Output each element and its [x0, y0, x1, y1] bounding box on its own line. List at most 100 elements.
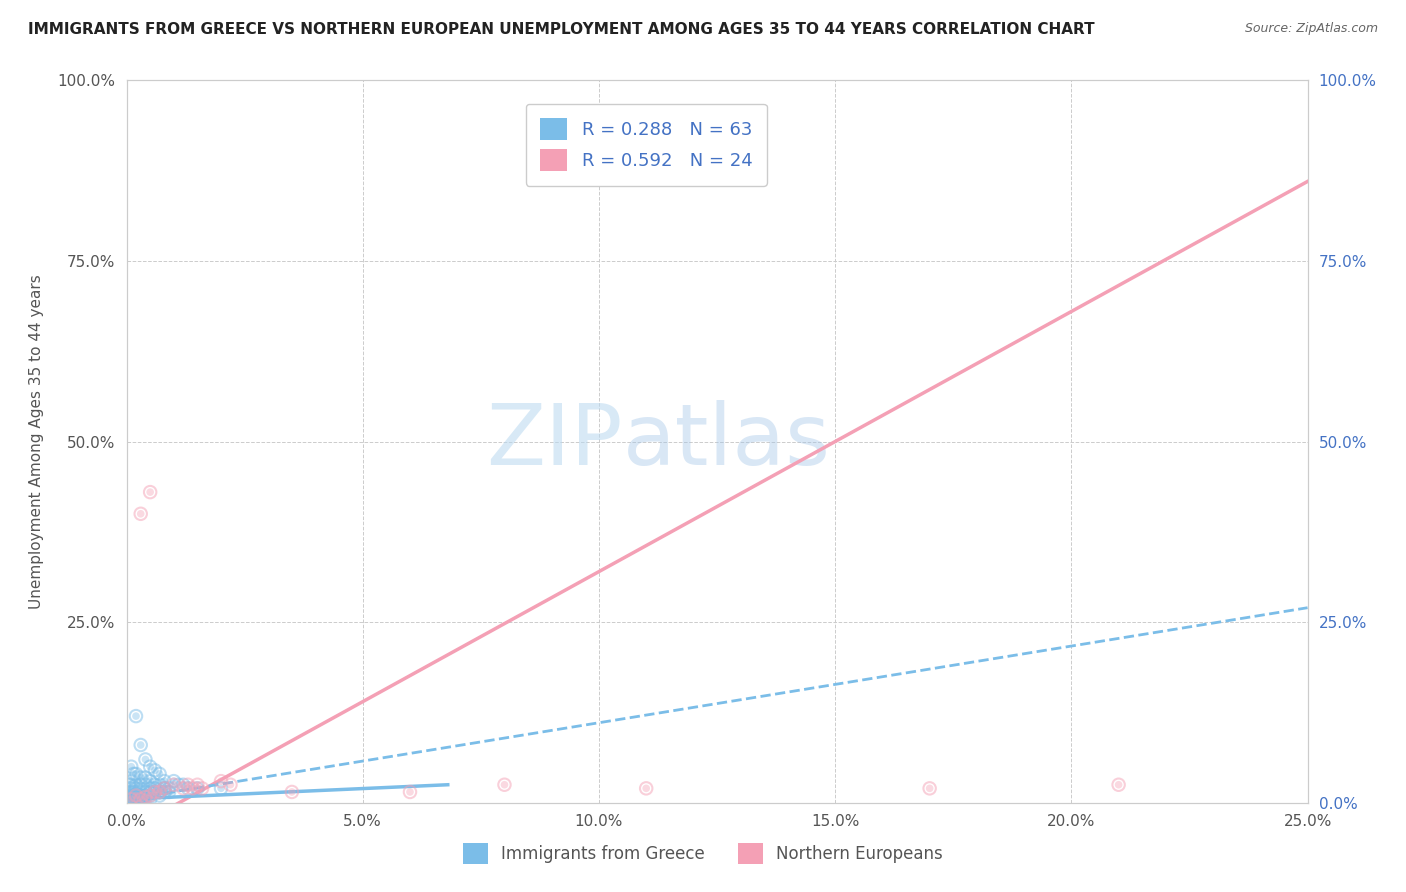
Point	[153, 781, 176, 796]
Point	[118, 792, 141, 806]
Point	[219, 778, 242, 792]
Point	[120, 760, 142, 774]
Point	[122, 767, 145, 781]
Point	[139, 781, 162, 796]
Point	[134, 752, 156, 766]
Point	[209, 774, 232, 789]
Point	[132, 792, 155, 806]
Point	[153, 781, 176, 796]
Point	[125, 792, 148, 806]
Point	[129, 785, 152, 799]
Point	[134, 785, 156, 799]
Point	[122, 785, 145, 799]
Point	[139, 774, 162, 789]
Point	[399, 785, 422, 799]
Point	[172, 778, 194, 792]
Point	[163, 778, 186, 792]
Point	[129, 738, 152, 752]
Point	[494, 778, 516, 792]
Point	[136, 792, 159, 806]
Point	[143, 785, 166, 799]
Point	[125, 792, 148, 806]
Point	[118, 790, 141, 805]
Point	[134, 790, 156, 805]
Point	[118, 785, 141, 799]
Point	[191, 781, 214, 796]
Point	[125, 790, 148, 805]
Point	[186, 781, 208, 796]
Point	[153, 781, 176, 796]
Point	[125, 709, 148, 723]
Point	[134, 790, 156, 805]
Point	[172, 781, 194, 796]
Point	[1108, 778, 1130, 792]
Legend: R = 0.288   N = 63, R = 0.592   N = 24: R = 0.288 N = 63, R = 0.592 N = 24	[526, 103, 766, 186]
Point	[143, 778, 166, 792]
Point	[177, 778, 200, 792]
Point	[157, 781, 180, 796]
Point	[118, 790, 141, 805]
Point	[120, 789, 142, 803]
Point	[149, 785, 172, 799]
Point	[153, 774, 176, 789]
Point	[181, 781, 204, 796]
Point	[129, 792, 152, 806]
Point	[125, 787, 148, 801]
Point	[120, 774, 142, 789]
Point	[149, 778, 172, 792]
Point	[120, 789, 142, 803]
Point	[143, 785, 166, 799]
Point	[127, 792, 149, 806]
Point	[186, 781, 208, 796]
Point	[118, 785, 141, 799]
Point	[125, 781, 148, 796]
Point	[399, 785, 422, 799]
Point	[120, 792, 142, 806]
Point	[129, 778, 152, 792]
Point	[153, 781, 176, 796]
Point	[172, 778, 194, 792]
Point	[149, 767, 172, 781]
Point	[134, 789, 156, 803]
Point	[129, 792, 152, 806]
Point	[219, 778, 242, 792]
Point	[139, 485, 162, 500]
Point	[167, 778, 190, 792]
Point	[125, 787, 148, 801]
Point	[163, 778, 186, 792]
Point	[143, 785, 166, 799]
Point	[129, 785, 152, 799]
Point	[120, 781, 142, 796]
Point	[129, 771, 152, 785]
Point	[149, 789, 172, 803]
Point	[163, 774, 186, 789]
Point	[134, 789, 156, 803]
Point	[139, 785, 162, 799]
Point	[129, 789, 152, 803]
Text: atlas: atlas	[623, 400, 831, 483]
Point	[122, 792, 145, 806]
Point	[120, 781, 142, 796]
Point	[120, 760, 142, 774]
Point	[157, 785, 180, 799]
Point	[139, 792, 162, 806]
Point	[149, 785, 172, 799]
Point	[143, 781, 166, 796]
Point	[177, 778, 200, 792]
Point	[122, 789, 145, 803]
Point	[177, 781, 200, 796]
Point	[149, 789, 172, 803]
Point	[120, 774, 142, 789]
Point	[172, 781, 194, 796]
Legend: Immigrants from Greece, Northern Europeans: Immigrants from Greece, Northern Europea…	[456, 837, 950, 871]
Point	[134, 778, 156, 792]
Point	[127, 792, 149, 806]
Point	[209, 774, 232, 789]
Y-axis label: Unemployment Among Ages 35 to 44 years: Unemployment Among Ages 35 to 44 years	[28, 274, 44, 609]
Point	[125, 767, 148, 781]
Point	[186, 778, 208, 792]
Point	[177, 781, 200, 796]
Point	[157, 785, 180, 799]
Point	[139, 781, 162, 796]
Point	[153, 785, 176, 799]
